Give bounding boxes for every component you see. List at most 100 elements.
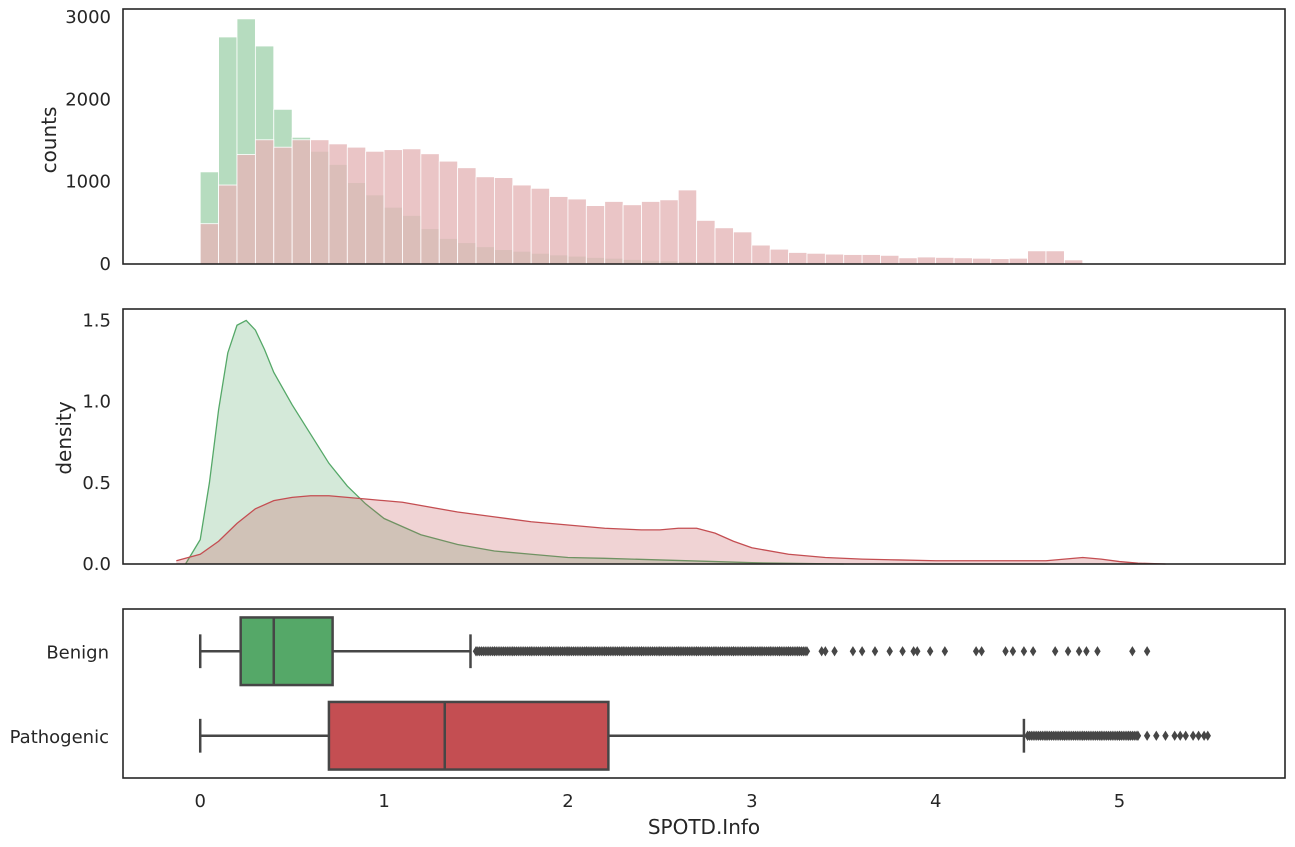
outlier-point (818, 646, 825, 657)
hist-bar-pathogenic (769, 248, 789, 265)
hist-bar-pathogenic (512, 184, 532, 265)
outlier-point (1171, 730, 1178, 741)
outlier-point (822, 646, 829, 657)
outlier-point (1204, 730, 1211, 741)
outlier-point (849, 646, 857, 657)
hist-bar-pathogenic (622, 204, 642, 265)
hist-bar-pathogenic (273, 146, 293, 265)
outlier-point (730, 646, 737, 657)
outlier-point (766, 646, 774, 657)
hist-bar-pathogenic (218, 184, 238, 265)
density-line-benign (184, 319, 844, 565)
x-tick-label: 1 (378, 791, 389, 812)
outlier-point (546, 646, 553, 657)
outlier-point (693, 646, 700, 657)
outlier-point (564, 646, 572, 657)
outlier-point (899, 646, 906, 657)
outlier-point (1189, 730, 1197, 741)
category-label: Pathogenic (10, 727, 109, 748)
outlier-point (1116, 730, 1123, 741)
box-pathogenic (198, 700, 1211, 771)
hist-bar-pathogenic (733, 231, 753, 265)
hist-bar-pathogenic (659, 199, 679, 265)
hist-bar-pathogenic (199, 223, 220, 265)
outlier-point (785, 646, 792, 657)
hist-bar-pathogenic (935, 257, 955, 265)
density-frame (122, 308, 1286, 565)
outlier-point (1125, 730, 1132, 741)
outlier-point (757, 646, 765, 657)
histogram-panel: 0 1000 2000 3000 counts (37, 7, 1286, 275)
density-y-axis-label: density (52, 401, 76, 474)
box-benign (198, 616, 1151, 687)
hist-bar-pathogenic (549, 196, 569, 265)
histogram-y-axis-label: counts (37, 107, 61, 174)
outlier-point (638, 646, 645, 657)
hist-bar-pathogenic (1027, 250, 1047, 265)
hist-bar-pathogenic (806, 252, 826, 265)
hist-bar-pathogenic (972, 257, 992, 265)
outlier-point (1009, 646, 1017, 657)
hist-bar-pathogenic (1045, 250, 1065, 265)
hist-bar-pathogenic (328, 143, 348, 265)
outlier-point (1061, 730, 1068, 741)
x-tick-label: 0 (194, 791, 205, 812)
outlier-point (910, 646, 917, 657)
hist-bar-pathogenic (310, 139, 330, 265)
density-areas (176, 319, 1166, 565)
outlier-point (1153, 730, 1160, 741)
hist-bar-pathogenic (880, 254, 900, 265)
density-area-pathogenic (176, 495, 1166, 564)
density-y-ticks: 0.0 0.5 1.0 1.5 (82, 310, 111, 575)
hist-bar-pathogenic (291, 139, 311, 265)
outlier-point (972, 646, 980, 657)
hist-bar-pathogenic (824, 253, 845, 265)
boxplot-category-labels: Benign Pathogenic (10, 642, 109, 748)
density-panel: 0.0 0.5 1.0 1.5 density (52, 308, 1286, 575)
hist-bar-pathogenic (346, 146, 367, 265)
outlier-point (1176, 730, 1184, 741)
outlier-point (1051, 646, 1059, 657)
hist-bar-pathogenic (677, 189, 698, 265)
outlier-point (472, 646, 480, 657)
histogram-bars (199, 18, 1084, 265)
boxplot-frame (122, 608, 1286, 779)
hist-bar-pathogenic (475, 176, 495, 265)
y-tick-label: 0.5 (82, 473, 111, 494)
outlier-point (1134, 730, 1142, 741)
y-tick-label: 1000 (65, 172, 111, 193)
outlier-point (1195, 730, 1202, 741)
outlier-point (803, 646, 811, 657)
outlier-point (1020, 646, 1028, 657)
hist-bar-pathogenic (402, 148, 422, 265)
hist-bar-pathogenic (530, 187, 550, 265)
outlier-point (776, 646, 783, 657)
outlier-point (831, 646, 838, 657)
hist-bar-pathogenic (751, 244, 771, 265)
outlier-point (527, 646, 535, 657)
hist-bar-pathogenic (604, 201, 624, 265)
outlier-point (1143, 646, 1151, 657)
density-line-pathogenic (176, 495, 1166, 565)
histogram-y-ticks: 0 1000 2000 3000 (65, 7, 111, 275)
outlier-point (1079, 730, 1086, 741)
outlier-point (656, 646, 664, 657)
y-tick-label: 1.0 (82, 392, 111, 413)
hist-bar-pathogenic (843, 254, 863, 265)
y-tick-label: 2000 (65, 89, 111, 110)
hist-bar-pathogenic (696, 220, 716, 265)
x-tick-label: 3 (746, 791, 757, 812)
outlier-point (491, 646, 498, 657)
outlier-point (914, 646, 921, 657)
x-tick-label: 2 (562, 791, 573, 812)
hist-bar-pathogenic (420, 153, 440, 265)
outlier-point (1162, 730, 1169, 741)
outlier-point (675, 646, 682, 657)
histogram-frame (122, 8, 1286, 265)
outlier-point (978, 646, 985, 657)
outlier-point (748, 646, 756, 657)
outlier-point (601, 646, 608, 657)
x-axis-label: SPOTD.Info (648, 815, 760, 839)
outlier-point (871, 646, 879, 657)
